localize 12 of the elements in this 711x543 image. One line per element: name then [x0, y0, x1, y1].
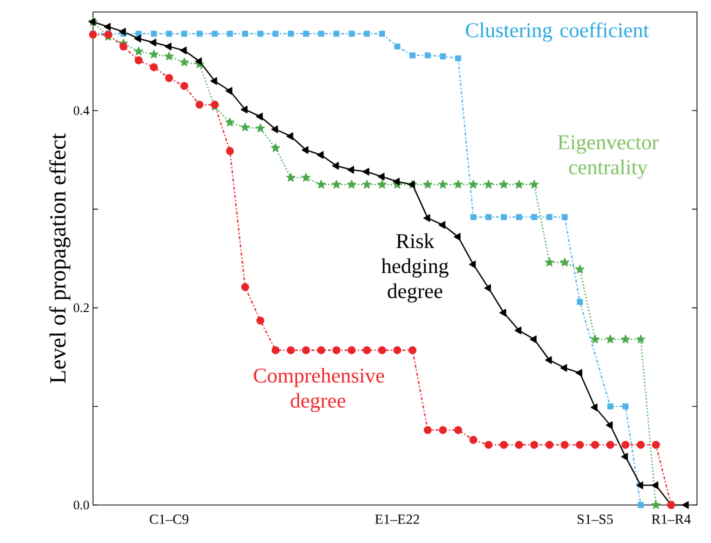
x-tick-label: E1–E22: [375, 514, 420, 524]
y-tick-label: 0.4: [74, 106, 90, 116]
series-label: Risk hedging degree: [381, 233, 448, 303]
y-tick-label: 0.0: [74, 500, 89, 510]
y-tick-label: 0.2: [74, 303, 89, 312]
series-label: Clustering coefficient: [466, 22, 649, 42]
x-tick-label: S1–S5: [578, 514, 613, 524]
y-axis-title: Level of propagation effect: [49, 133, 70, 384]
x-tick-label: R1–R4: [652, 514, 691, 524]
series-label: Eigenvector centrality: [558, 135, 659, 179]
x-tick-label: C1–C9: [150, 514, 188, 524]
series-label: Comprehensive degree: [254, 368, 384, 412]
